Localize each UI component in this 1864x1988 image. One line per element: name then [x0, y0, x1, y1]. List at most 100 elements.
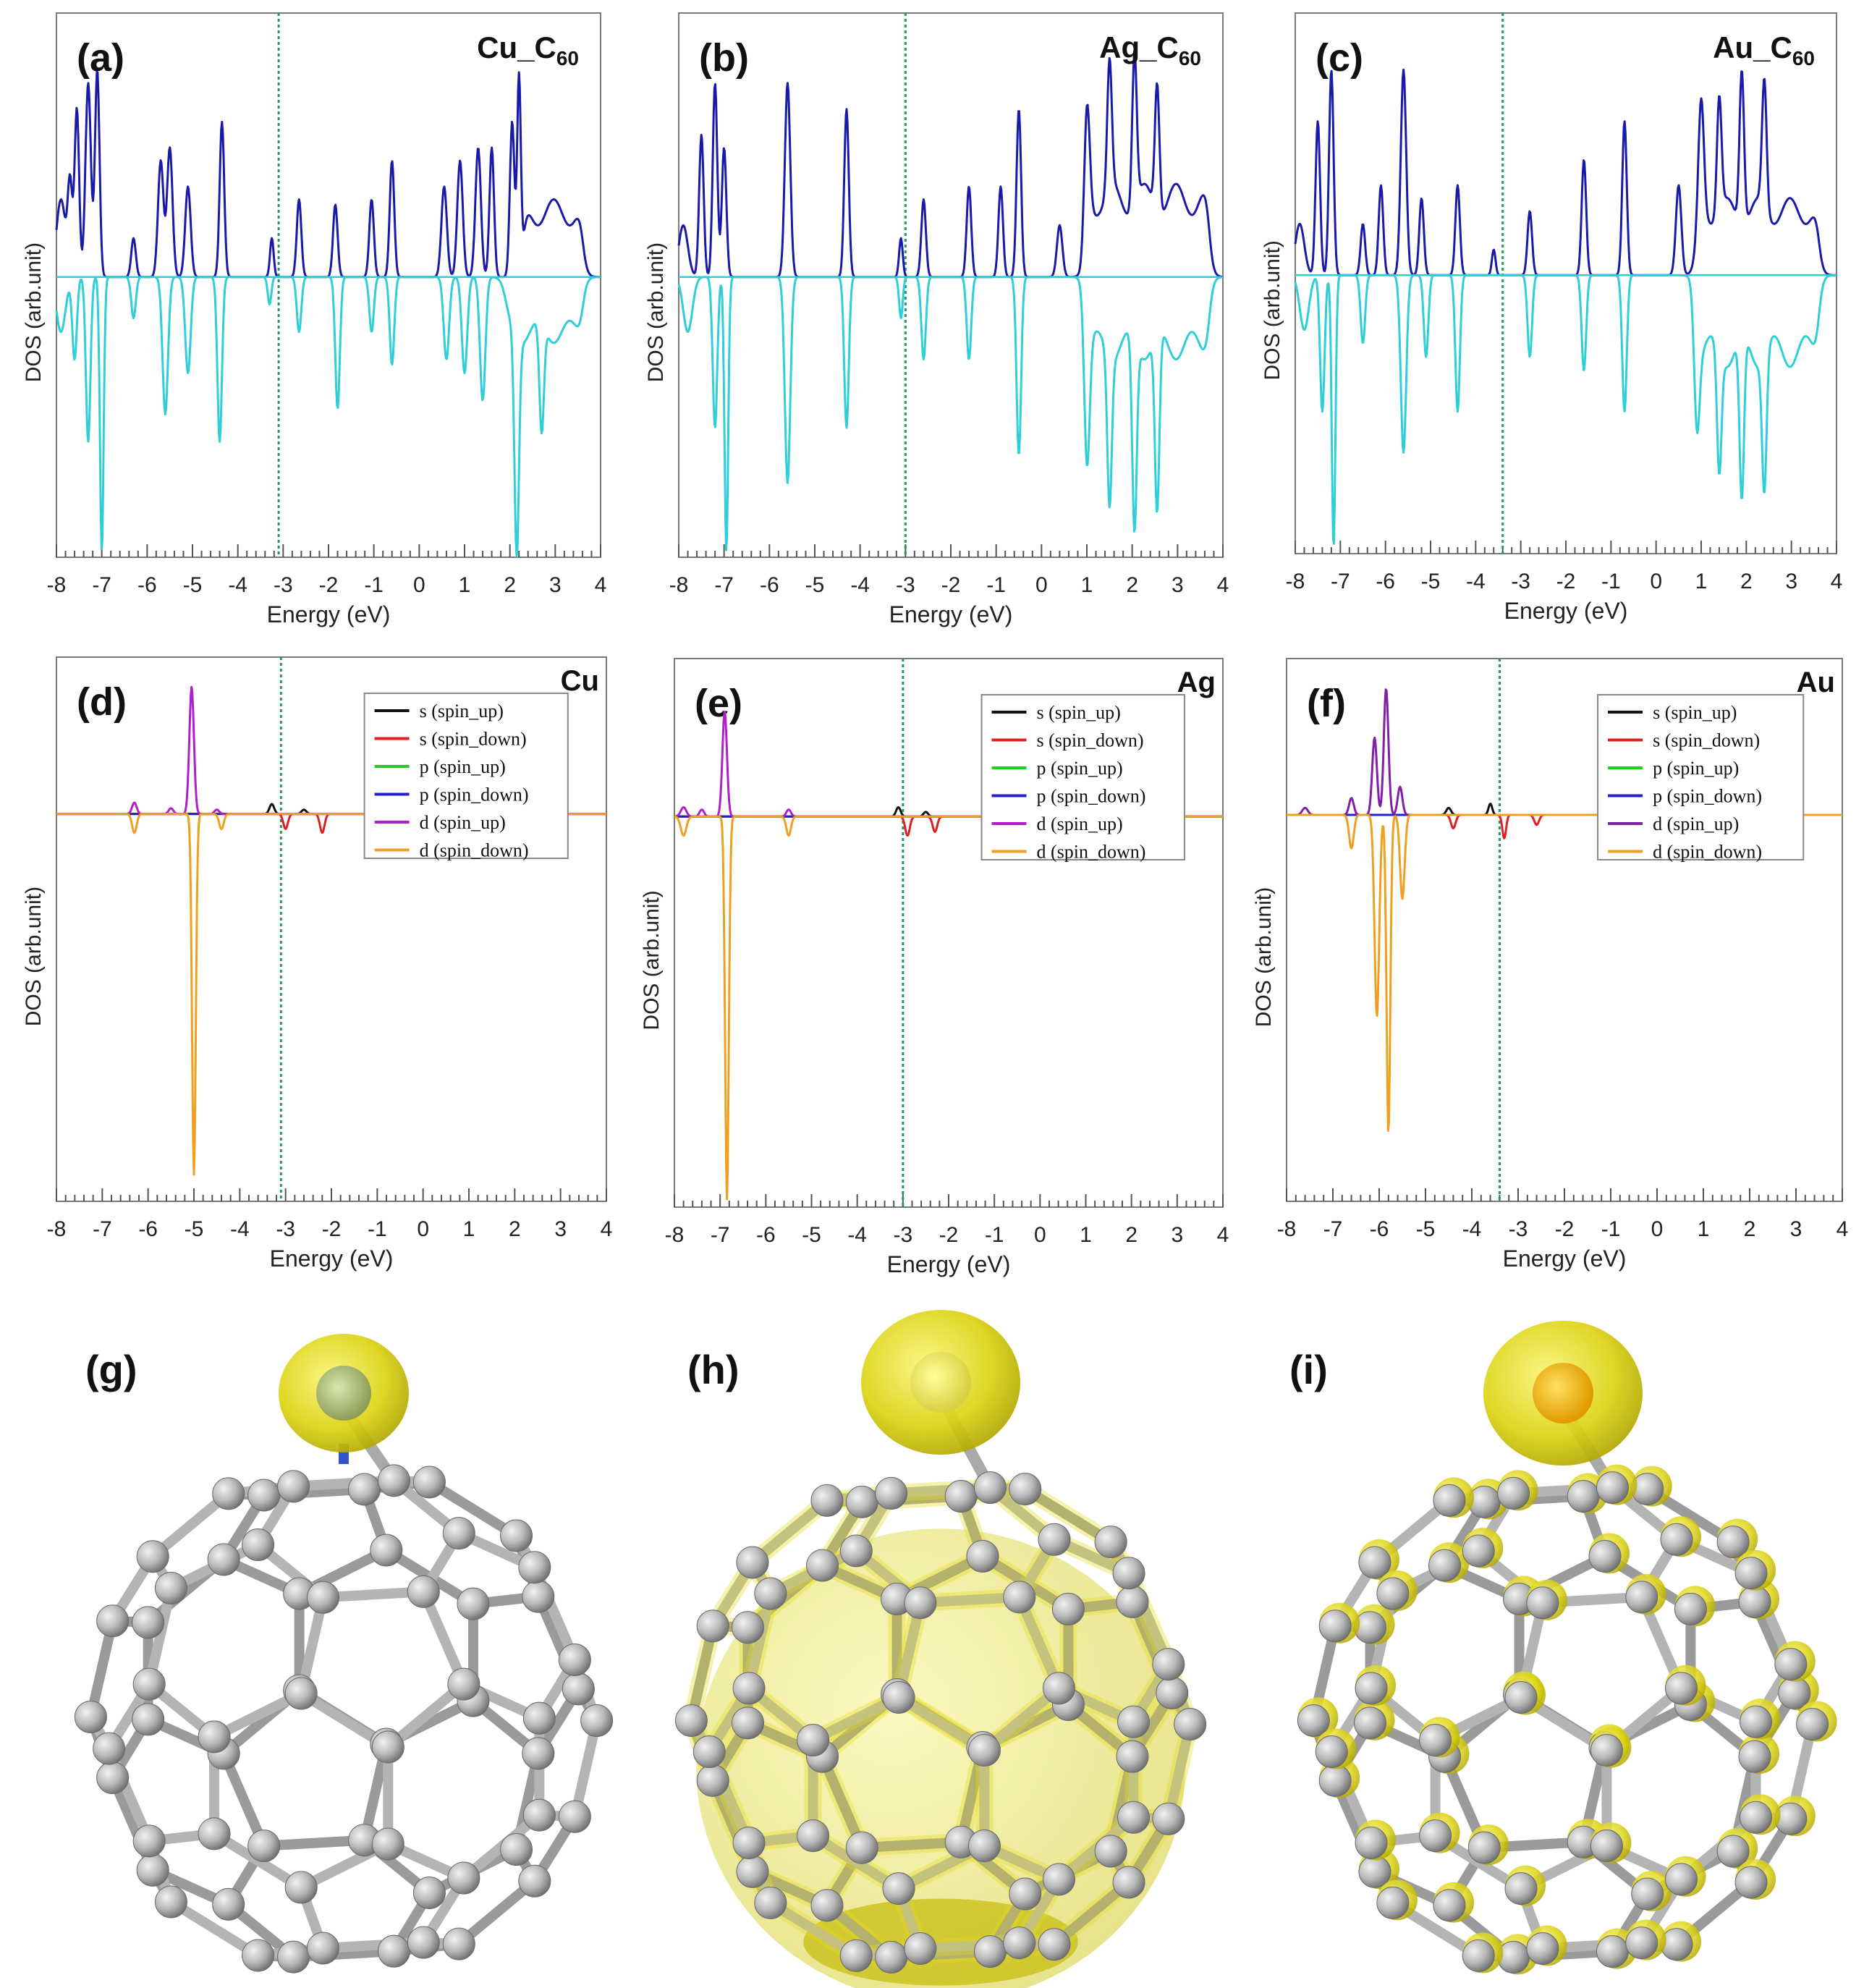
ag-carbon-atom: [674, 1704, 708, 1737]
cu-carbon-atom: [198, 1720, 231, 1754]
ag-carbon-atom: [1051, 1592, 1085, 1625]
panel-a-letter: (a): [77, 36, 124, 80]
cu-carbon-atom: [198, 1817, 231, 1850]
au-carbon-atom: [1664, 1672, 1698, 1705]
panel-d-x-tick-label: -8: [47, 1217, 67, 1241]
ag-bond-density: [1016, 1480, 1120, 1551]
panel-f-x-tick-label: -2: [1555, 1217, 1575, 1241]
au-carbon-atom: [1596, 1471, 1629, 1505]
ag-carbon-atom: [875, 1476, 908, 1510]
panel-f-title: Au: [1797, 667, 1835, 698]
cu-carbon-atom: [132, 1667, 166, 1701]
ag-carbon-atom: [1156, 1676, 1189, 1709]
panel-e-x-axis-title: Energy (eV): [887, 1251, 1011, 1277]
panel-e-legend-label: p (spin_down): [1036, 786, 1145, 807]
ag-carbon-atom: [944, 1480, 978, 1513]
cu-carbon-atom: [518, 1864, 551, 1898]
au-carbon-atom: [1590, 1830, 1623, 1863]
cu-carbon-atom: [277, 1940, 310, 1974]
panel-b-x-tick-label: 3: [1172, 573, 1184, 597]
ag-carbon-atom: [692, 1735, 726, 1769]
au-carbon-atom: [1674, 1592, 1707, 1625]
ag-carbon-atom: [845, 1485, 878, 1518]
au-carbon-atom: [1462, 1534, 1495, 1568]
cu-carbon-atom: [207, 1543, 240, 1576]
cu-carbon-atom: [522, 1701, 556, 1735]
ag-carbon-atom: [839, 1534, 873, 1568]
panel-b-x-tick-label: 1: [1081, 573, 1093, 597]
panel-f-x-tick-label: 2: [1744, 1217, 1756, 1241]
au-carbon-atom: [1716, 1526, 1750, 1559]
panel-e-x-tick-label: 2: [1125, 1223, 1138, 1247]
panel-d-legend-label: s (spin_up): [420, 701, 504, 722]
panel-a-spin-down-dos-line: [55, 276, 601, 558]
au-carbon-atom: [1376, 1886, 1410, 1919]
pdos-panel-e: -8 -7 -6 -5 -4 -3 -2 -1 0 1 2 3 4 Energy (eV) DOS (arb…: [640, 658, 1229, 1277]
panel-c-frame: [1295, 12, 1837, 554]
panel-f-x-tick-label: 4: [1837, 1217, 1849, 1241]
ag-carbon-atom: [1152, 1648, 1185, 1681]
panel-c-x-tick-label: -6: [1376, 570, 1395, 593]
panel-c-x-axis-title: Energy (eV): [1504, 598, 1628, 624]
panel-c-x-tick-label: -2: [1556, 570, 1576, 593]
cu-c60-bond: [258, 1835, 370, 1851]
cu-c60-bond: [148, 1488, 234, 1562]
cu-carbon-atom: [447, 1861, 480, 1895]
panel-e-x-tick-label: -6: [756, 1223, 776, 1247]
panel-b-title: Ag_C60: [1099, 30, 1201, 69]
cu-carbon-atom: [136, 1540, 169, 1573]
panel-f-x-tick-label: 0: [1651, 1217, 1664, 1241]
cu-carbon-atom: [154, 1571, 187, 1604]
au-carbon-atom: [1631, 1877, 1664, 1911]
ag-carbon-atom: [754, 1577, 787, 1610]
panel-c-x-tick-label: 1: [1695, 570, 1708, 593]
panel-d-pdos-6-line: [56, 813, 607, 1176]
au-carbon-atom: [1588, 1539, 1622, 1573]
cu-c60-bond: [144, 1583, 177, 1690]
panel-d-x-tick-label: -3: [276, 1217, 295, 1241]
cu-c60-bond: [424, 1476, 522, 1541]
cu-carbon-atom: [371, 1730, 404, 1764]
panel-a-x-tick-label: -1: [364, 573, 384, 597]
ag-carbon-atom: [806, 1549, 839, 1582]
panel-label-g: (g): [85, 1347, 137, 1392]
ag-carbon-atom: [731, 1706, 764, 1740]
cu-carbon-atom: [132, 1606, 165, 1639]
ag-carbon-atom: [966, 1539, 999, 1573]
au-carbon-atom: [1504, 1680, 1538, 1714]
ag-carbon-atom: [732, 1826, 766, 1859]
panel-e-x-tick-label: -2: [939, 1223, 959, 1247]
ag-bond-density: [853, 1833, 970, 1857]
panel-f-x-tick-label: 1: [1698, 1217, 1710, 1241]
au-carbon-atom: [1738, 1740, 1771, 1773]
panel-e-legend-label: d (spin_down): [1036, 842, 1145, 863]
dos-panel-a: -8 -7 -6 -5 -4 -3 -2 -1 0 1 2 3 4 Energy (eV) DOS (arb…: [22, 12, 606, 627]
cu-carbon-atom: [522, 1798, 556, 1832]
ag-carbon-atom: [973, 1935, 1007, 1968]
cu-carbon-atom: [558, 1643, 591, 1676]
panel-c-x-tick-label: -5: [1421, 570, 1441, 593]
ag-carbon-atom: [754, 1886, 787, 1919]
cu-carbon-atom: [377, 1464, 410, 1497]
ag-carbon-atom: [904, 1932, 937, 1965]
cu-c60-bond: [219, 1748, 269, 1851]
panel-f-legend-label: s (spin_up): [1653, 702, 1737, 723]
panel-f-x-tick-label: 3: [1790, 1217, 1802, 1241]
ag-carbon-atom: [732, 1672, 766, 1705]
au-carbon-atom: [1596, 1935, 1629, 1968]
panel-a-y-axis-title: DOS (arb.unit): [22, 242, 46, 382]
cu-carbon-atom: [247, 1479, 281, 1512]
ag-carbon-atom: [797, 1724, 830, 1757]
panel-b-x-tick-label: -5: [805, 573, 825, 597]
panel-a-x-tick-label: 0: [413, 573, 425, 597]
panel-c-title: Au_C60: [1713, 30, 1815, 69]
cu-carbon-atom: [457, 1587, 490, 1620]
ag-carbon-atom: [1112, 1557, 1145, 1590]
au-carbon-atom: [1355, 1826, 1388, 1859]
ag-carbon-atom: [797, 1819, 830, 1853]
cu-carbon-atom: [284, 1871, 318, 1904]
au-carbon-atom: [1433, 1484, 1466, 1517]
panel-e-x-tick-label: -4: [847, 1223, 867, 1247]
panel-c-spin-up-dos-line: [1294, 68, 1837, 276]
panel-f-legend-label: p (spin_down): [1653, 786, 1762, 807]
